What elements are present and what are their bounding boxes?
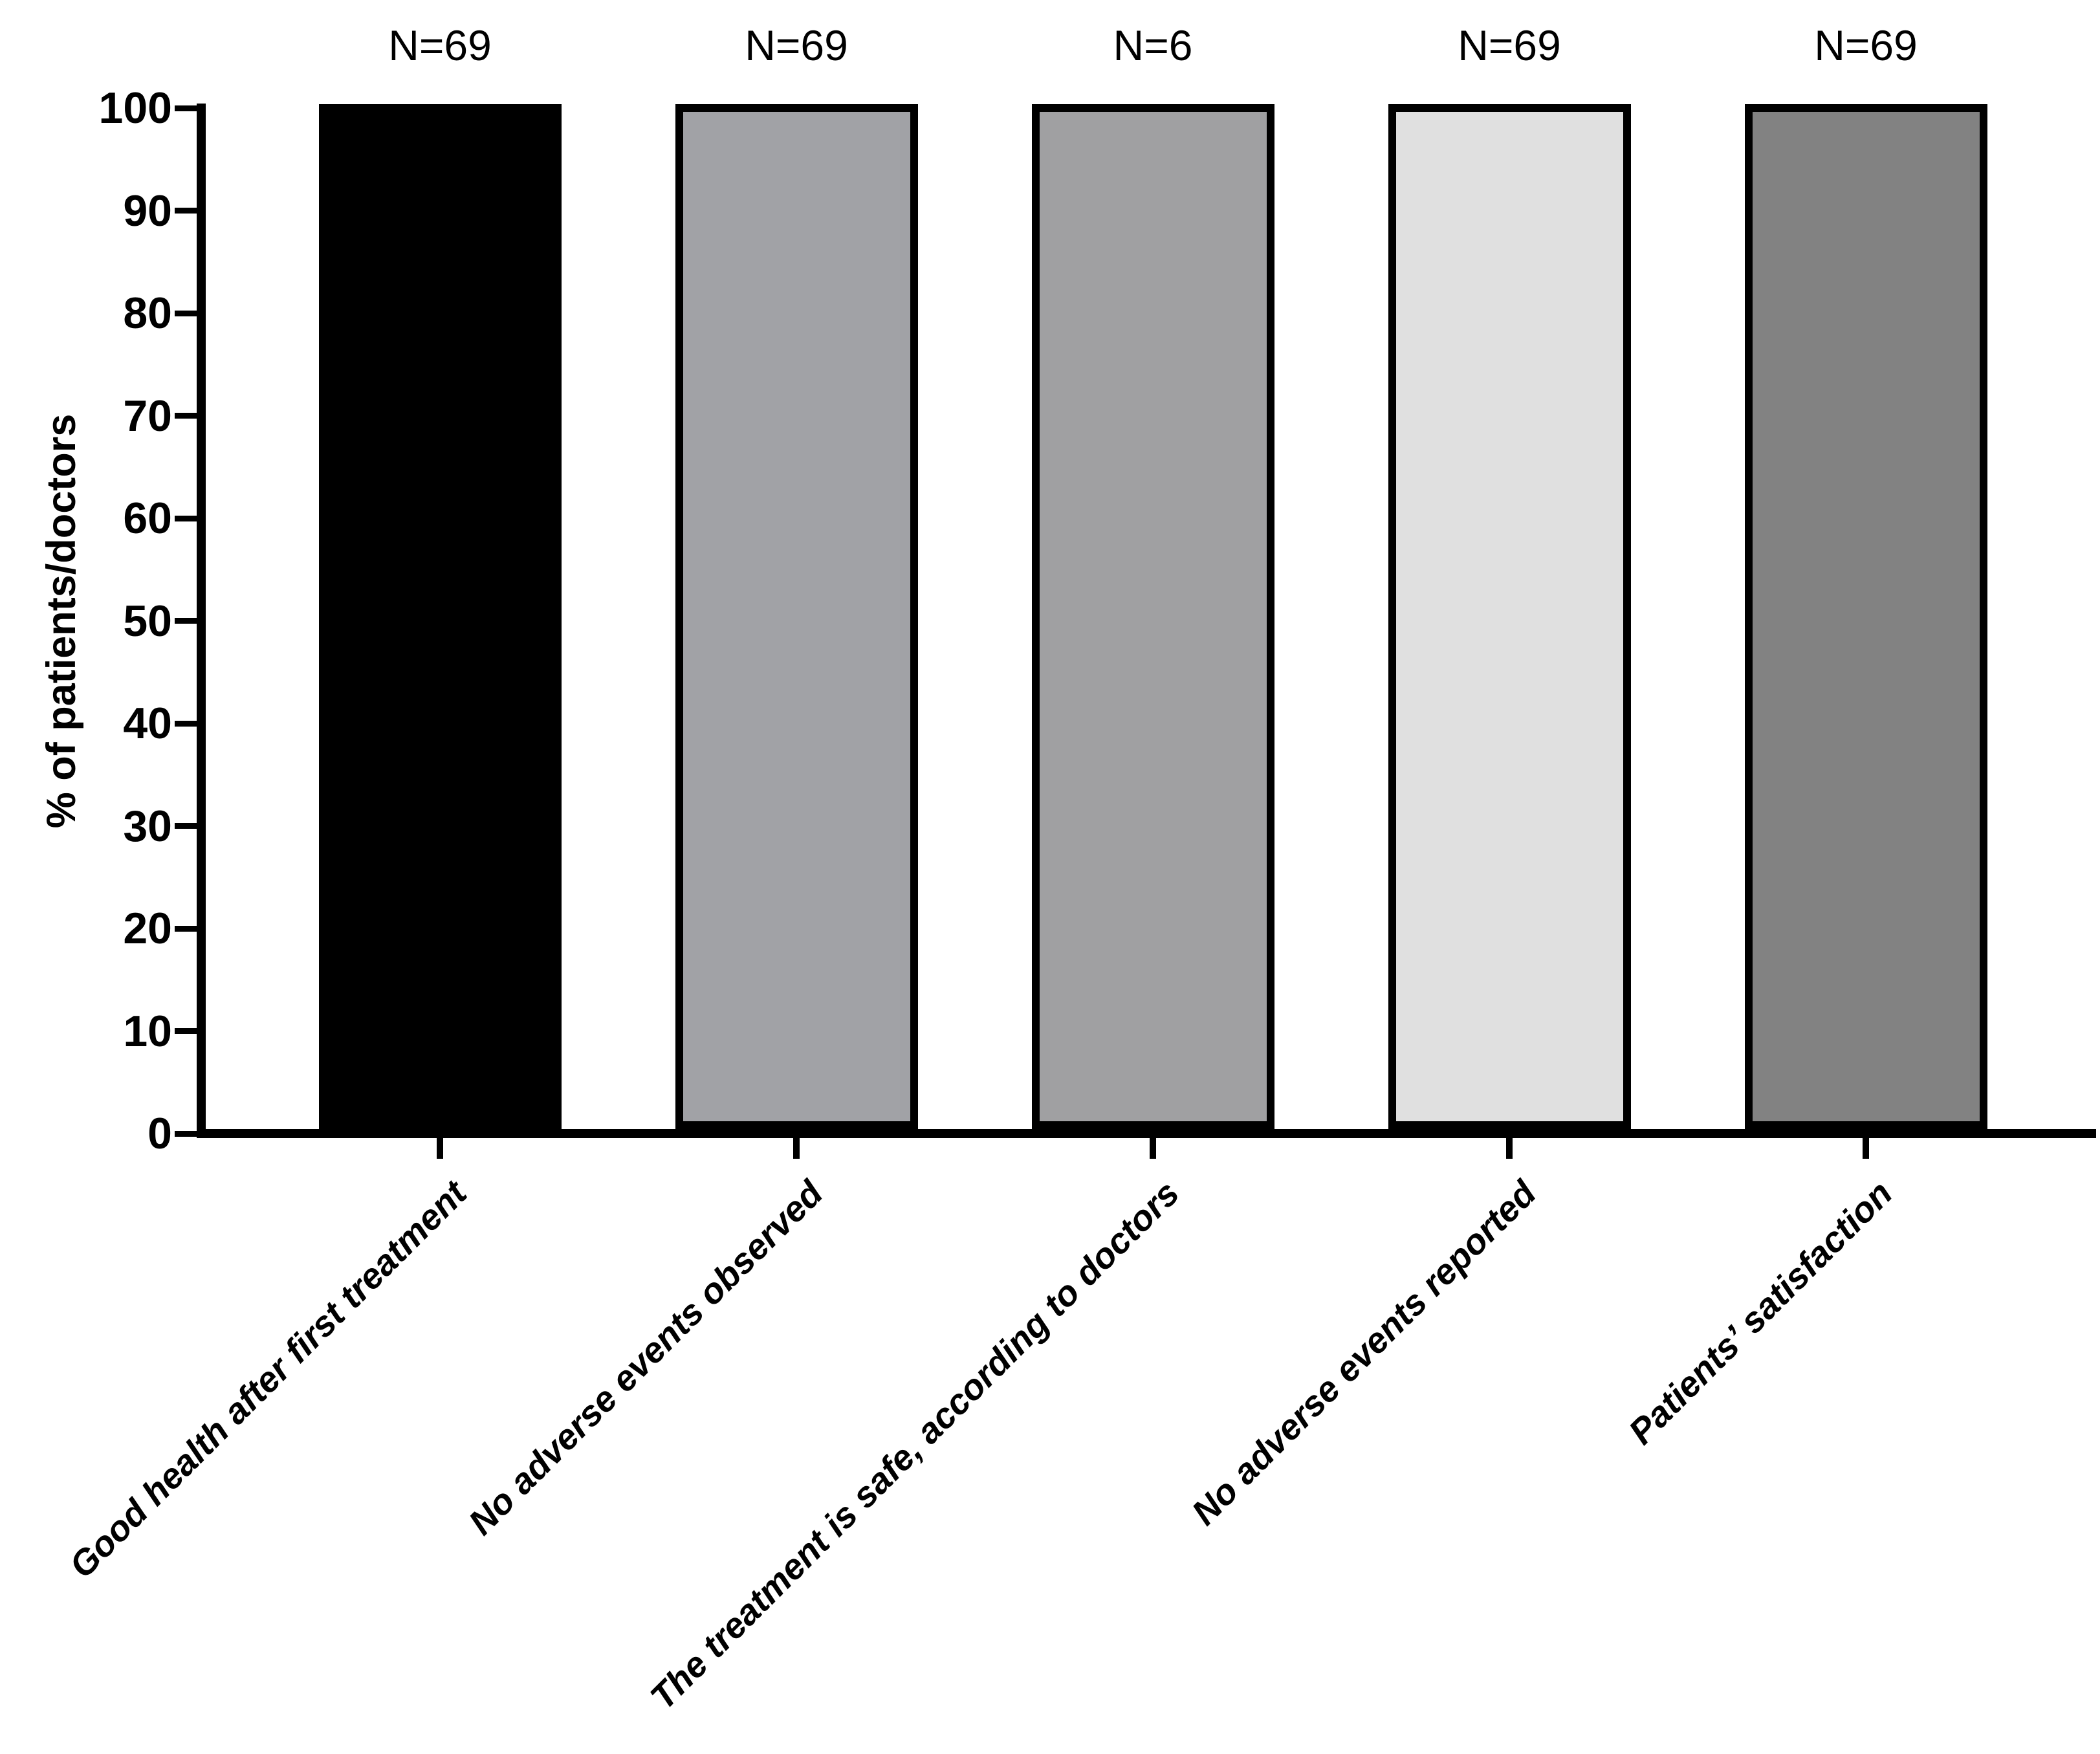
y-axis-tick-label: 90	[123, 186, 172, 236]
y-axis-tick-label: 10	[123, 1006, 172, 1056]
category-label: Good health after first treatment	[61, 1172, 474, 1586]
bar-n-label: N=6	[1113, 21, 1193, 69]
bar-5	[1744, 104, 1987, 1129]
y-axis-tick-label: 60	[123, 494, 172, 543]
x-axis-tick	[793, 1138, 800, 1159]
y-axis-tick	[175, 1130, 197, 1137]
y-axis-tick-label: 100	[98, 83, 172, 133]
y-axis-tick-label: 40	[123, 699, 172, 748]
bar-n-label: N=69	[745, 21, 848, 69]
category-label: No adverse events reported	[1183, 1172, 1544, 1533]
y-axis-tick-label: 0	[148, 1109, 172, 1158]
bar-2	[675, 104, 918, 1129]
y-axis-tick	[175, 105, 197, 111]
y-axis-line	[197, 104, 206, 1138]
y-axis-tick	[175, 413, 197, 419]
bar-3	[1031, 104, 1274, 1129]
y-axis-tick	[175, 925, 197, 932]
y-axis-tick-label: 50	[123, 596, 172, 646]
y-axis-tick-label: 30	[123, 801, 172, 851]
y-axis-tick-label: 80	[123, 289, 172, 338]
y-axis-tick	[175, 310, 197, 316]
x-axis-tick	[1863, 1138, 1869, 1159]
bar-1	[318, 104, 562, 1129]
y-axis-tick-label: 70	[123, 391, 172, 441]
x-axis-tick	[1150, 1138, 1156, 1159]
y-axis-tick	[175, 618, 197, 624]
bar-n-label: N=69	[1458, 21, 1561, 69]
x-axis-line	[197, 1129, 2096, 1138]
x-axis-tick	[1506, 1138, 1513, 1159]
y-axis-tick	[175, 208, 197, 214]
y-axis-tick	[175, 515, 197, 521]
bar-4	[1388, 104, 1631, 1129]
bar-n-label: N=69	[388, 21, 492, 69]
y-axis-tick	[175, 1028, 197, 1034]
y-axis-tick	[175, 823, 197, 829]
y-axis-tick	[175, 720, 197, 727]
y-axis-tick-label: 20	[123, 904, 172, 953]
bar-n-label: N=69	[1814, 21, 1918, 69]
category-label: Patients’ satisfaction	[1621, 1172, 1900, 1453]
category-label: No adverse events observed	[461, 1172, 831, 1542]
x-axis-tick	[437, 1138, 443, 1159]
